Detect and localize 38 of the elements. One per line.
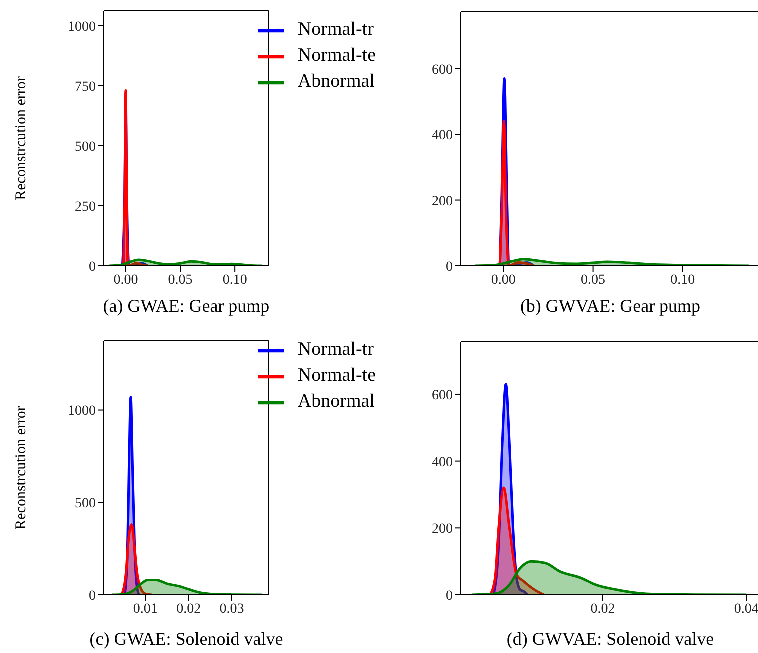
y-tick-label: 0 <box>89 260 96 275</box>
y-tick-label: 200 <box>432 522 453 538</box>
y-tick-label: 500 <box>75 496 96 512</box>
x-axis-title: (b) GWVAE: Gear pump <box>520 296 701 316</box>
legend-label: Abnormal <box>298 390 375 412</box>
y-tick-label: 0 <box>446 260 453 275</box>
x-tick-label: 0.03 <box>220 602 244 617</box>
x-tick-label: 0.02 <box>590 602 616 617</box>
x-tick-label: 0.02 <box>176 602 202 617</box>
y-tick-label: 200 <box>432 194 453 210</box>
y-axis-title: Reconstrcution error <box>13 406 30 530</box>
x-axis-title: (a) GWAE: Gear pump <box>103 296 270 316</box>
y-tick-label: 0 <box>89 588 96 604</box>
legend-label: Normal-te <box>298 364 376 386</box>
legend-label: Abnormal <box>298 70 375 92</box>
y-tick-label: 600 <box>432 388 453 404</box>
x-tick-label: 0.05 <box>581 272 606 288</box>
x-tick-label: 0.01 <box>133 602 158 617</box>
legend-label: Normal-tr <box>298 18 374 40</box>
y-axis-title: Reconstrcution error <box>13 76 30 200</box>
x-axis-title: (c) GWAE: Solenoid valve <box>90 629 284 649</box>
y-tick-label: 400 <box>432 128 453 144</box>
x-tick-label: 0.10 <box>222 272 248 288</box>
x-axis-title: (d) GWVAE: Solenoid valve <box>506 629 714 649</box>
y-tick-label: 500 <box>75 140 96 155</box>
y-tick-label: 750 <box>75 80 96 95</box>
y-tick-label: 250 <box>75 200 96 215</box>
y-tick-label: 400 <box>432 455 453 470</box>
y-tick-label: 1000 <box>68 404 96 420</box>
legend-label: Normal-tr <box>298 338 374 360</box>
y-tick-label: 600 <box>432 62 453 78</box>
legend-label: Normal-te <box>298 44 376 66</box>
x-tick-label: 0.10 <box>670 272 696 288</box>
y-tick-label: 0 <box>446 588 453 604</box>
x-tick-label: 0.00 <box>114 272 138 288</box>
x-tick-label: 0.00 <box>491 272 516 288</box>
x-tick-label: 0.05 <box>168 272 193 288</box>
y-tick-label: 1000 <box>68 20 96 35</box>
